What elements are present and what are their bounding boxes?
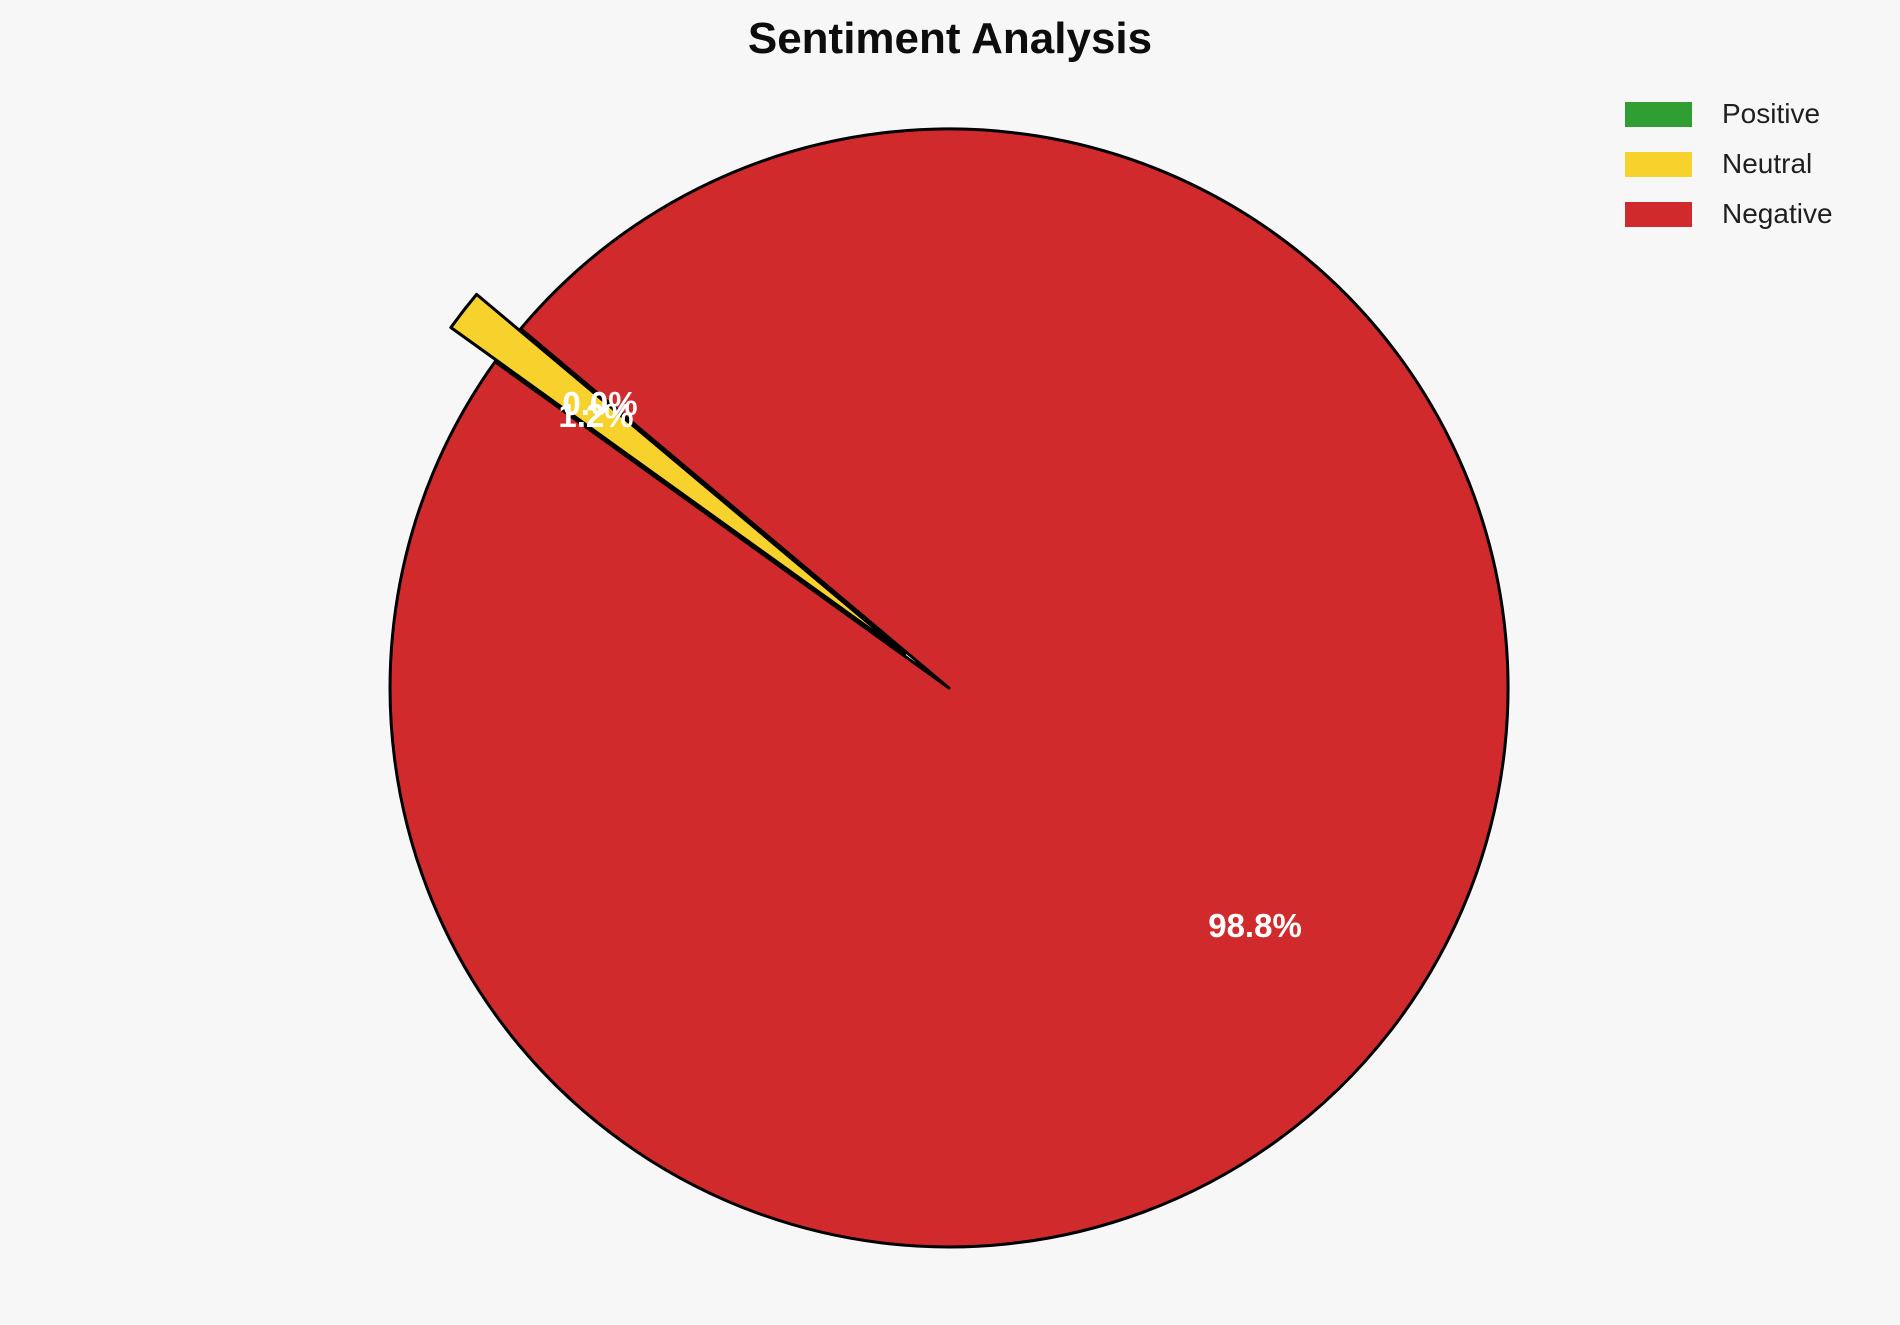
legend-item-positive: Positive	[1625, 100, 1833, 128]
pie-label-neutral: 1.2%	[558, 397, 634, 434]
legend-swatch-negative	[1625, 201, 1692, 227]
pie-label-positive: 0.0%	[562, 385, 638, 422]
legend: Positive Neutral Negative	[1625, 100, 1833, 228]
legend-label-negative: Negative	[1722, 198, 1833, 229]
legend-label-neutral: Neutral	[1722, 148, 1813, 179]
pie-slice-neutral	[449, 292, 907, 656]
legend-swatch-positive	[1625, 101, 1692, 127]
pie-label-negative: 98.8%	[1208, 907, 1302, 944]
legend-item-negative: Negative	[1625, 200, 1833, 228]
pie-slice-negative	[388, 127, 1510, 1249]
chart-title: Sentiment Analysis	[747, 14, 1153, 63]
legend-swatch-neutral	[1625, 151, 1692, 177]
legend-label-positive: Positive	[1722, 98, 1821, 129]
legend-item-neutral: Neutral	[1625, 150, 1833, 178]
